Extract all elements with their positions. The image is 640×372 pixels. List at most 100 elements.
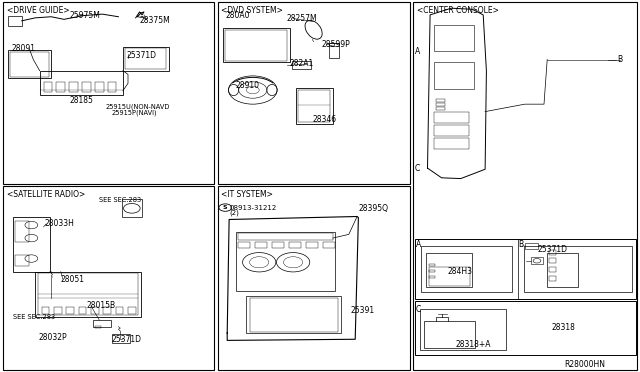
Text: 28033H: 28033H bbox=[45, 219, 75, 228]
Bar bbox=[329, 43, 339, 46]
Bar bbox=[531, 257, 543, 264]
Bar bbox=[79, 307, 86, 314]
Bar bbox=[549, 276, 556, 281]
Text: 28599P: 28599P bbox=[321, 40, 350, 49]
Bar bbox=[3, 186, 214, 370]
Bar bbox=[108, 82, 116, 92]
Text: (2): (2) bbox=[229, 209, 239, 216]
Bar bbox=[413, 2, 637, 370]
Text: 28032P: 28032P bbox=[38, 333, 67, 342]
Text: 25371D: 25371D bbox=[127, 51, 157, 60]
Bar bbox=[3, 2, 214, 184]
Bar bbox=[218, 186, 410, 370]
Bar bbox=[415, 301, 636, 355]
Bar bbox=[272, 242, 284, 248]
Bar bbox=[289, 242, 301, 248]
Text: 28318: 28318 bbox=[552, 323, 575, 332]
Text: C: C bbox=[416, 305, 421, 314]
Bar bbox=[82, 82, 91, 92]
Text: 25975M: 25975M bbox=[69, 11, 100, 20]
Bar bbox=[8, 16, 22, 26]
Bar bbox=[329, 43, 339, 58]
Text: 25915U(NON-NAVD: 25915U(NON-NAVD bbox=[106, 104, 170, 110]
Bar bbox=[549, 258, 556, 263]
Text: SEE SEC.283: SEE SEC.283 bbox=[13, 314, 55, 320]
Bar bbox=[434, 138, 469, 149]
Text: 25371D: 25371D bbox=[112, 335, 142, 344]
Bar bbox=[429, 270, 435, 272]
Text: 25371D: 25371D bbox=[538, 246, 568, 254]
Text: 282A1: 282A1 bbox=[290, 59, 314, 68]
Bar bbox=[93, 320, 111, 327]
Bar bbox=[238, 242, 250, 248]
Bar bbox=[292, 61, 311, 69]
Text: <DRIVE GUIDE>: <DRIVE GUIDE> bbox=[7, 6, 70, 15]
Text: <DVD SYSTEM>: <DVD SYSTEM> bbox=[221, 6, 284, 15]
Bar bbox=[524, 246, 632, 292]
Bar bbox=[429, 264, 435, 266]
Text: 25915P(NAVI): 25915P(NAVI) bbox=[112, 109, 157, 116]
Text: S: S bbox=[223, 205, 228, 210]
Bar bbox=[246, 296, 341, 333]
Bar bbox=[426, 253, 472, 287]
Bar bbox=[429, 267, 470, 286]
Text: 280A0: 280A0 bbox=[225, 11, 250, 20]
Text: 28346: 28346 bbox=[312, 115, 337, 124]
Bar bbox=[298, 90, 330, 122]
Text: 28051: 28051 bbox=[61, 275, 84, 283]
Bar bbox=[415, 239, 636, 299]
Text: 28318+A: 28318+A bbox=[456, 340, 491, 349]
Bar bbox=[56, 82, 65, 92]
Bar bbox=[434, 62, 474, 89]
Text: SEE SEC.283: SEE SEC.283 bbox=[99, 197, 141, 203]
Text: B: B bbox=[518, 240, 524, 249]
Bar bbox=[38, 273, 138, 315]
Bar bbox=[95, 326, 101, 328]
Bar bbox=[236, 232, 335, 291]
Text: <IT SYSTEM>: <IT SYSTEM> bbox=[221, 190, 273, 199]
Bar bbox=[250, 298, 338, 332]
Text: 28375M: 28375M bbox=[140, 16, 170, 25]
Text: 28185: 28185 bbox=[69, 96, 93, 105]
Text: 28257M: 28257M bbox=[287, 14, 317, 23]
Bar bbox=[421, 246, 512, 292]
Bar bbox=[223, 28, 290, 62]
Bar bbox=[8, 50, 51, 78]
Text: 28091: 28091 bbox=[12, 44, 35, 53]
Bar bbox=[549, 250, 556, 255]
Bar bbox=[122, 199, 142, 217]
Bar bbox=[420, 309, 506, 350]
Text: 08913-31212: 08913-31212 bbox=[229, 205, 276, 211]
Bar bbox=[436, 103, 445, 106]
Bar bbox=[13, 217, 50, 272]
Bar bbox=[424, 321, 475, 348]
Bar bbox=[35, 272, 141, 317]
Bar bbox=[116, 307, 124, 314]
Bar bbox=[128, 307, 136, 314]
Text: B: B bbox=[618, 55, 623, 64]
Text: A: A bbox=[416, 240, 421, 249]
Bar bbox=[42, 307, 49, 314]
Bar bbox=[91, 307, 99, 314]
Text: <CENTER CONSOLE>: <CENTER CONSOLE> bbox=[417, 6, 499, 15]
Bar bbox=[10, 52, 49, 77]
Bar bbox=[95, 82, 104, 92]
Bar bbox=[67, 307, 74, 314]
Bar bbox=[255, 242, 267, 248]
Bar bbox=[434, 112, 469, 123]
Bar bbox=[434, 25, 474, 51]
Bar bbox=[238, 233, 333, 240]
Text: 284H3: 284H3 bbox=[448, 267, 473, 276]
Bar bbox=[15, 255, 29, 266]
Bar bbox=[306, 242, 317, 248]
Bar bbox=[69, 82, 78, 92]
Bar bbox=[323, 242, 335, 248]
Bar bbox=[296, 88, 333, 124]
Text: A: A bbox=[415, 47, 420, 56]
Bar bbox=[15, 221, 29, 242]
Text: <SATELLITE RADIO>: <SATELLITE RADIO> bbox=[7, 190, 85, 199]
Bar bbox=[54, 307, 61, 314]
Bar bbox=[125, 48, 166, 69]
Text: 28395Q: 28395Q bbox=[358, 204, 388, 213]
Bar bbox=[434, 125, 469, 136]
